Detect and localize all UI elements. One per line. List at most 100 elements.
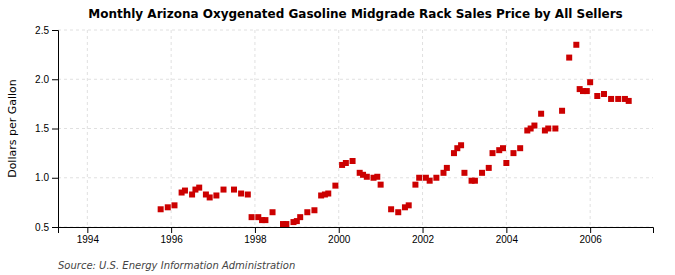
point (427, 178, 433, 184)
point (350, 158, 356, 164)
point (221, 187, 227, 193)
x-tick-mark (87, 227, 88, 233)
point (165, 204, 171, 210)
point (213, 192, 219, 198)
x-tick-label: 1998 (244, 234, 267, 245)
point (584, 88, 590, 94)
point (587, 79, 593, 85)
source-note: Source: U.S. Energy Information Administ… (58, 260, 295, 271)
x-tick-label: 1996 (161, 234, 184, 245)
point (388, 206, 394, 212)
point (171, 202, 177, 208)
y-tick-label: 2.0 (35, 74, 49, 85)
x-tick-mark (506, 227, 507, 233)
x-axis: 1994 1996 1998 2000 2002 2004 2006 (59, 227, 654, 245)
point (249, 214, 255, 220)
x-tick: 2004 (496, 227, 519, 245)
y-tick: 1.5 (35, 123, 58, 134)
point (608, 96, 614, 102)
point (573, 42, 579, 48)
point (158, 206, 164, 212)
x-axis-line (59, 228, 654, 234)
point (538, 111, 544, 117)
point (566, 55, 572, 61)
point (231, 187, 237, 193)
grid-line-y (58, 128, 653, 129)
y-tick-mark (52, 129, 58, 130)
point (461, 170, 467, 176)
point (325, 191, 331, 197)
chart: 1994 1996 1998 2000 2002 2004 2006 0.5 1.0 1.5 2.0… (0, 0, 675, 275)
x-tick-mark (339, 227, 340, 233)
point (207, 194, 213, 200)
point (444, 165, 450, 171)
grid-line-x (338, 30, 339, 227)
x-tick-label: 2004 (496, 234, 519, 245)
y-axis-line (52, 31, 59, 228)
point (458, 142, 464, 148)
grid-line-y (58, 79, 653, 80)
points (158, 42, 632, 227)
grid-line-x (254, 30, 255, 227)
x-tick-mark (255, 227, 256, 233)
y-tick-mark (52, 227, 58, 228)
point (406, 202, 412, 208)
point (343, 160, 349, 166)
x-tick: 1994 (77, 227, 100, 245)
y-tick: 0.5 (35, 222, 58, 233)
point (196, 185, 202, 191)
y-tick: 2.0 (35, 74, 58, 85)
y-axis-title: Dollars per Gallon (6, 79, 19, 178)
point (503, 160, 509, 166)
point (182, 188, 188, 194)
point (378, 182, 384, 188)
grid-line-x (590, 30, 591, 227)
grid-line-x (87, 30, 88, 227)
point (283, 221, 289, 227)
point (490, 150, 496, 156)
y-tick-label: 0.5 (35, 222, 49, 233)
point (601, 91, 607, 97)
x-tick-label: 2006 (580, 234, 603, 245)
y-tick-label: 1.5 (35, 123, 49, 134)
y-tick-label: 1.0 (35, 172, 49, 183)
x-tick-label: 2000 (328, 234, 351, 245)
point (626, 98, 632, 104)
point (531, 123, 537, 129)
grid-line-x (171, 30, 172, 227)
x-tick-label: 2002 (412, 234, 435, 245)
point (304, 209, 310, 215)
point (479, 170, 485, 176)
point (297, 214, 303, 220)
y-tick-label: 2.5 (35, 25, 49, 36)
point (311, 207, 317, 213)
point (245, 191, 251, 197)
y-tick-mark (52, 178, 58, 179)
title: Monthly Arizona Oxygenated Gasoline Midg… (88, 7, 623, 21)
x-tick: 1998 (244, 227, 267, 245)
point (412, 182, 418, 188)
point (500, 145, 506, 151)
x-tick: 2000 (328, 227, 351, 245)
point (332, 183, 338, 189)
point (270, 209, 276, 215)
point (416, 175, 422, 181)
x-tick-mark (171, 227, 172, 233)
grid (58, 30, 653, 227)
point (238, 191, 244, 197)
grid-line-y (58, 30, 653, 31)
grid-line-x (506, 30, 507, 227)
point (559, 108, 565, 114)
y-tick: 1.0 (35, 172, 58, 183)
point (395, 209, 401, 215)
grid-line-y (58, 177, 653, 178)
point (594, 93, 600, 99)
x-tick-mark (423, 227, 424, 233)
x-tick: 1996 (161, 227, 184, 245)
point (364, 174, 370, 180)
x-tick: 2002 (412, 227, 435, 245)
point (545, 126, 551, 132)
point (510, 150, 516, 156)
x-tick-mark (590, 227, 591, 233)
y-tick-mark (52, 79, 58, 80)
